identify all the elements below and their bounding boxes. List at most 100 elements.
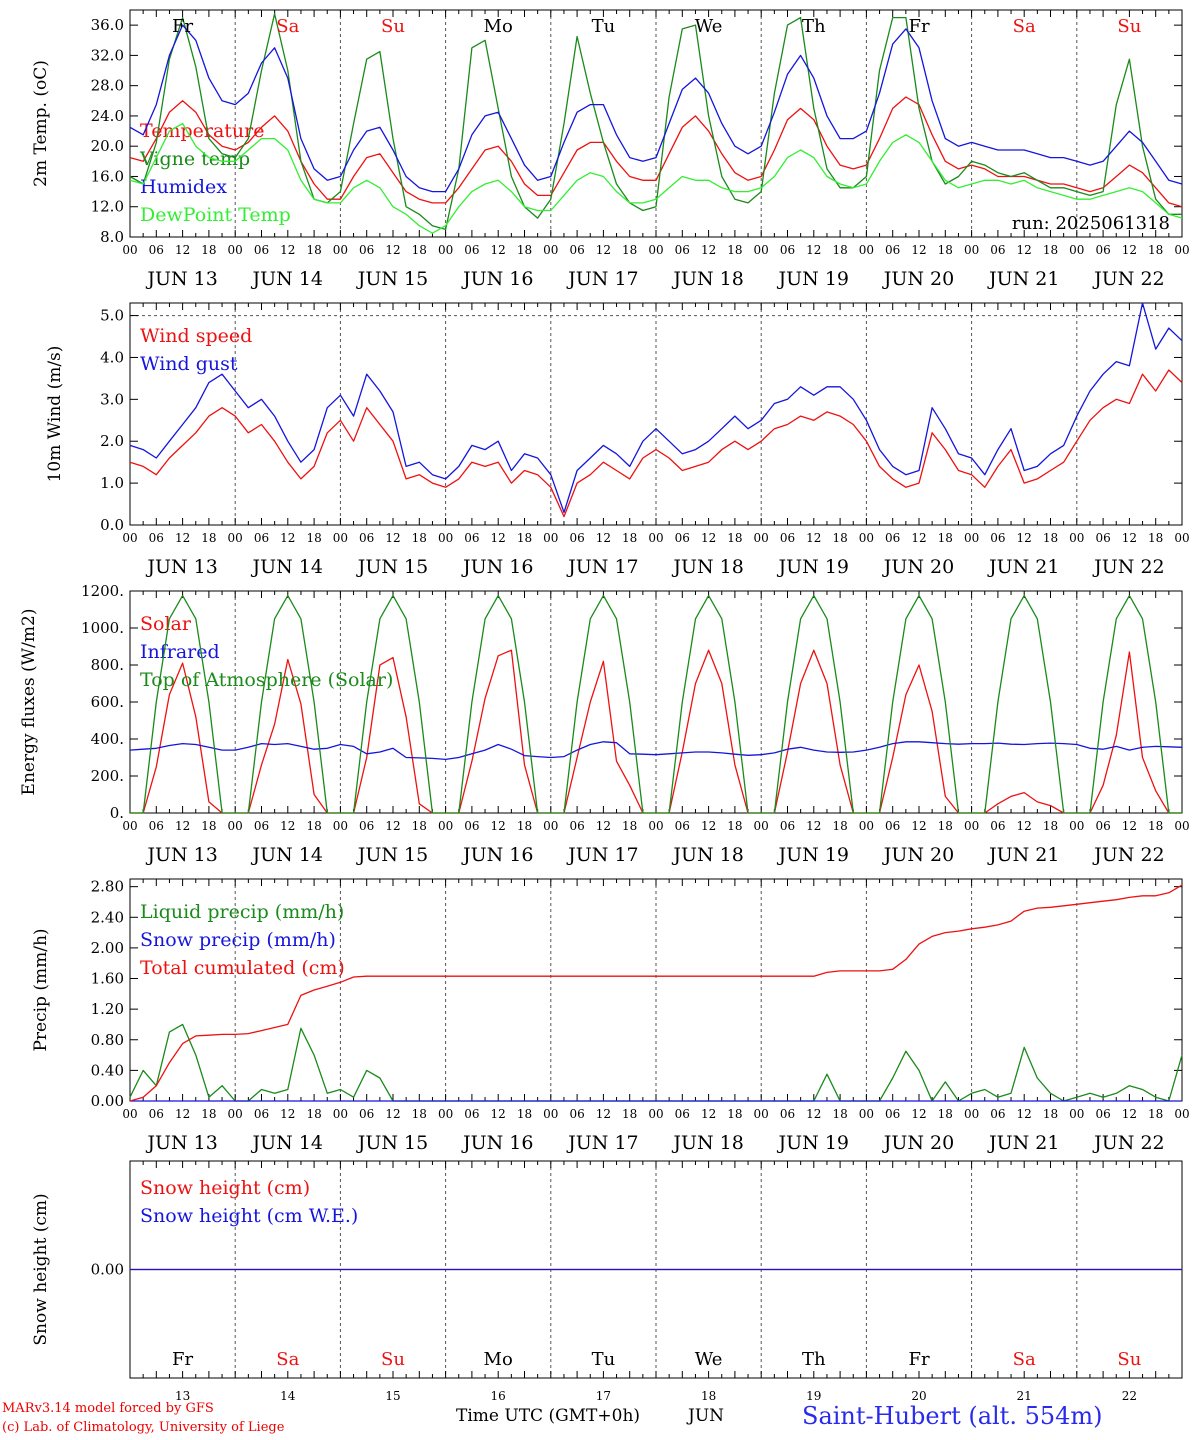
hour-tick-label: 00 [122, 243, 137, 257]
hour-tick-label: 12 [806, 1107, 821, 1121]
hour-tick-label: 06 [569, 1107, 584, 1121]
y-tick-label: 5.0 [100, 307, 124, 325]
hour-tick-label: 18 [938, 1107, 953, 1121]
hour-tick-label: 18 [622, 819, 637, 833]
date-label: JUN 14 [251, 556, 323, 578]
hour-tick-label: 06 [675, 243, 690, 257]
hour-tick-label: 06 [885, 243, 900, 257]
hour-tick-label: 12 [596, 819, 611, 833]
hour-tick-label: 06 [990, 1107, 1005, 1121]
hour-tick-label: 18 [306, 243, 321, 257]
hour-tick-label: 18 [727, 1107, 742, 1121]
hour-tick-label: 06 [149, 1107, 164, 1121]
hour-tick-label: 06 [359, 1107, 374, 1121]
hour-tick-label: 06 [1095, 243, 1110, 257]
y-tick-label: 1200. [81, 582, 124, 600]
model-credit: MARv3.14 model forced by GFS [2, 1401, 214, 1416]
hour-tick-label: 00 [122, 819, 137, 833]
hour-tick-label: 12 [911, 531, 926, 545]
hour-tick-label: 00 [122, 531, 137, 545]
hour-tick-label: 00 [543, 1107, 558, 1121]
hour-tick-label: 00 [859, 531, 874, 545]
hour-tick-label: 12 [1122, 1107, 1137, 1121]
hour-tick-label: 06 [254, 1107, 269, 1121]
legend-entry: Solar [140, 613, 192, 635]
hour-tick-label: 12 [806, 819, 821, 833]
hour-tick-label: 12 [175, 243, 190, 257]
hour-tick-label: 12 [280, 243, 295, 257]
y-tick-label: 32.0 [91, 46, 124, 64]
hour-tick-label: 00 [438, 819, 453, 833]
y-axis-title: Energy fluxes (W/m2) [19, 609, 39, 796]
y-tick-label: 0. [110, 804, 124, 822]
hour-tick-label: 18 [1043, 531, 1058, 545]
hour-tick-label: 06 [1095, 531, 1110, 545]
hour-tick-label: 06 [885, 531, 900, 545]
hour-tick-label: 18 [1148, 243, 1163, 257]
legend-entry: Humidex [140, 176, 227, 198]
hour-tick-label: 06 [780, 1107, 795, 1121]
hour-tick-label: 12 [175, 531, 190, 545]
hour-tick-label: 00 [333, 243, 348, 257]
hour-tick-label: 00 [648, 1107, 663, 1121]
y-tick-label: 2.80 [91, 878, 124, 896]
hour-tick-label: 00 [754, 1107, 769, 1121]
hour-tick-label: 12 [1017, 819, 1032, 833]
y-tick-label: 3.0 [100, 390, 124, 408]
hour-tick-label: 18 [622, 531, 637, 545]
hour-tick-label: 06 [149, 243, 164, 257]
hour-tick-label: 18 [517, 531, 532, 545]
y-tick-label: 600. [91, 693, 124, 711]
date-label: JUN 21 [987, 268, 1059, 290]
series-line-4 [129, 122, 1183, 234]
y-axis-title: 10m Wind (m/s) [45, 346, 65, 483]
hour-tick-label: 12 [1017, 1107, 1032, 1121]
weekday-label: Sa [1013, 16, 1036, 37]
hour-tick-label: 06 [464, 531, 479, 545]
hour-tick-label: 12 [385, 1107, 400, 1121]
hour-tick-label: 12 [385, 243, 400, 257]
hour-tick-label: 06 [359, 243, 374, 257]
hour-tick-label: 12 [491, 243, 506, 257]
date-label: JUN 17 [566, 556, 638, 578]
hour-tick-label: 18 [832, 531, 847, 545]
hour-tick-label: 12 [1122, 819, 1137, 833]
panel-1: 8.0 12.0 16.0 20.0 24.0 28.0 32.0 36.0 2m Temp. … [31, 9, 1190, 290]
hour-tick-label: 00 [964, 1107, 979, 1121]
legend-entry: Snow height (cm W.E.) [140, 1205, 358, 1227]
hour-tick-label: 12 [806, 531, 821, 545]
hour-tick-label: 00 [228, 819, 243, 833]
hour-tick-label: 12 [806, 243, 821, 257]
date-label: JUN 20 [882, 1132, 954, 1154]
weekday-label: Fr [908, 1349, 929, 1370]
hour-tick-label: 18 [727, 243, 742, 257]
y-axis-title: Snow height (cm) [31, 1193, 51, 1345]
date-label: JUN 22 [1092, 844, 1164, 866]
y-tick-label: 0.0 [100, 516, 124, 534]
series-line-2 [129, 741, 1183, 761]
hour-tick-label: 00 [1174, 819, 1189, 833]
weekday-label: We [695, 16, 723, 37]
hour-tick-label: 12 [491, 1107, 506, 1121]
weekday-label: Mo [484, 16, 513, 37]
y-tick-label: 0.40 [91, 1061, 124, 1079]
hour-tick-label: 12 [1122, 243, 1137, 257]
y-tick-label: 0.00 [91, 1261, 124, 1279]
hour-tick-label: 06 [149, 819, 164, 833]
day-number-label: 15 [385, 1389, 400, 1403]
y-tick-label: 1.0 [100, 474, 124, 492]
weekday-label: Tu [592, 1349, 616, 1370]
hour-tick-label: 06 [885, 1107, 900, 1121]
date-label: JUN 17 [566, 268, 638, 290]
date-label: JUN 21 [987, 556, 1059, 578]
weekday-label: Tu [592, 16, 616, 37]
day-number-label: 19 [806, 1389, 821, 1403]
weekday-label: Su [1117, 16, 1141, 37]
hour-tick-label: 12 [280, 531, 295, 545]
day-number-label: 14 [280, 1389, 296, 1403]
hour-tick-label: 18 [1148, 819, 1163, 833]
month-label: JUN [688, 1406, 725, 1426]
hour-tick-label: 18 [201, 531, 216, 545]
hour-tick-label: 18 [306, 819, 321, 833]
hour-tick-label: 00 [228, 243, 243, 257]
